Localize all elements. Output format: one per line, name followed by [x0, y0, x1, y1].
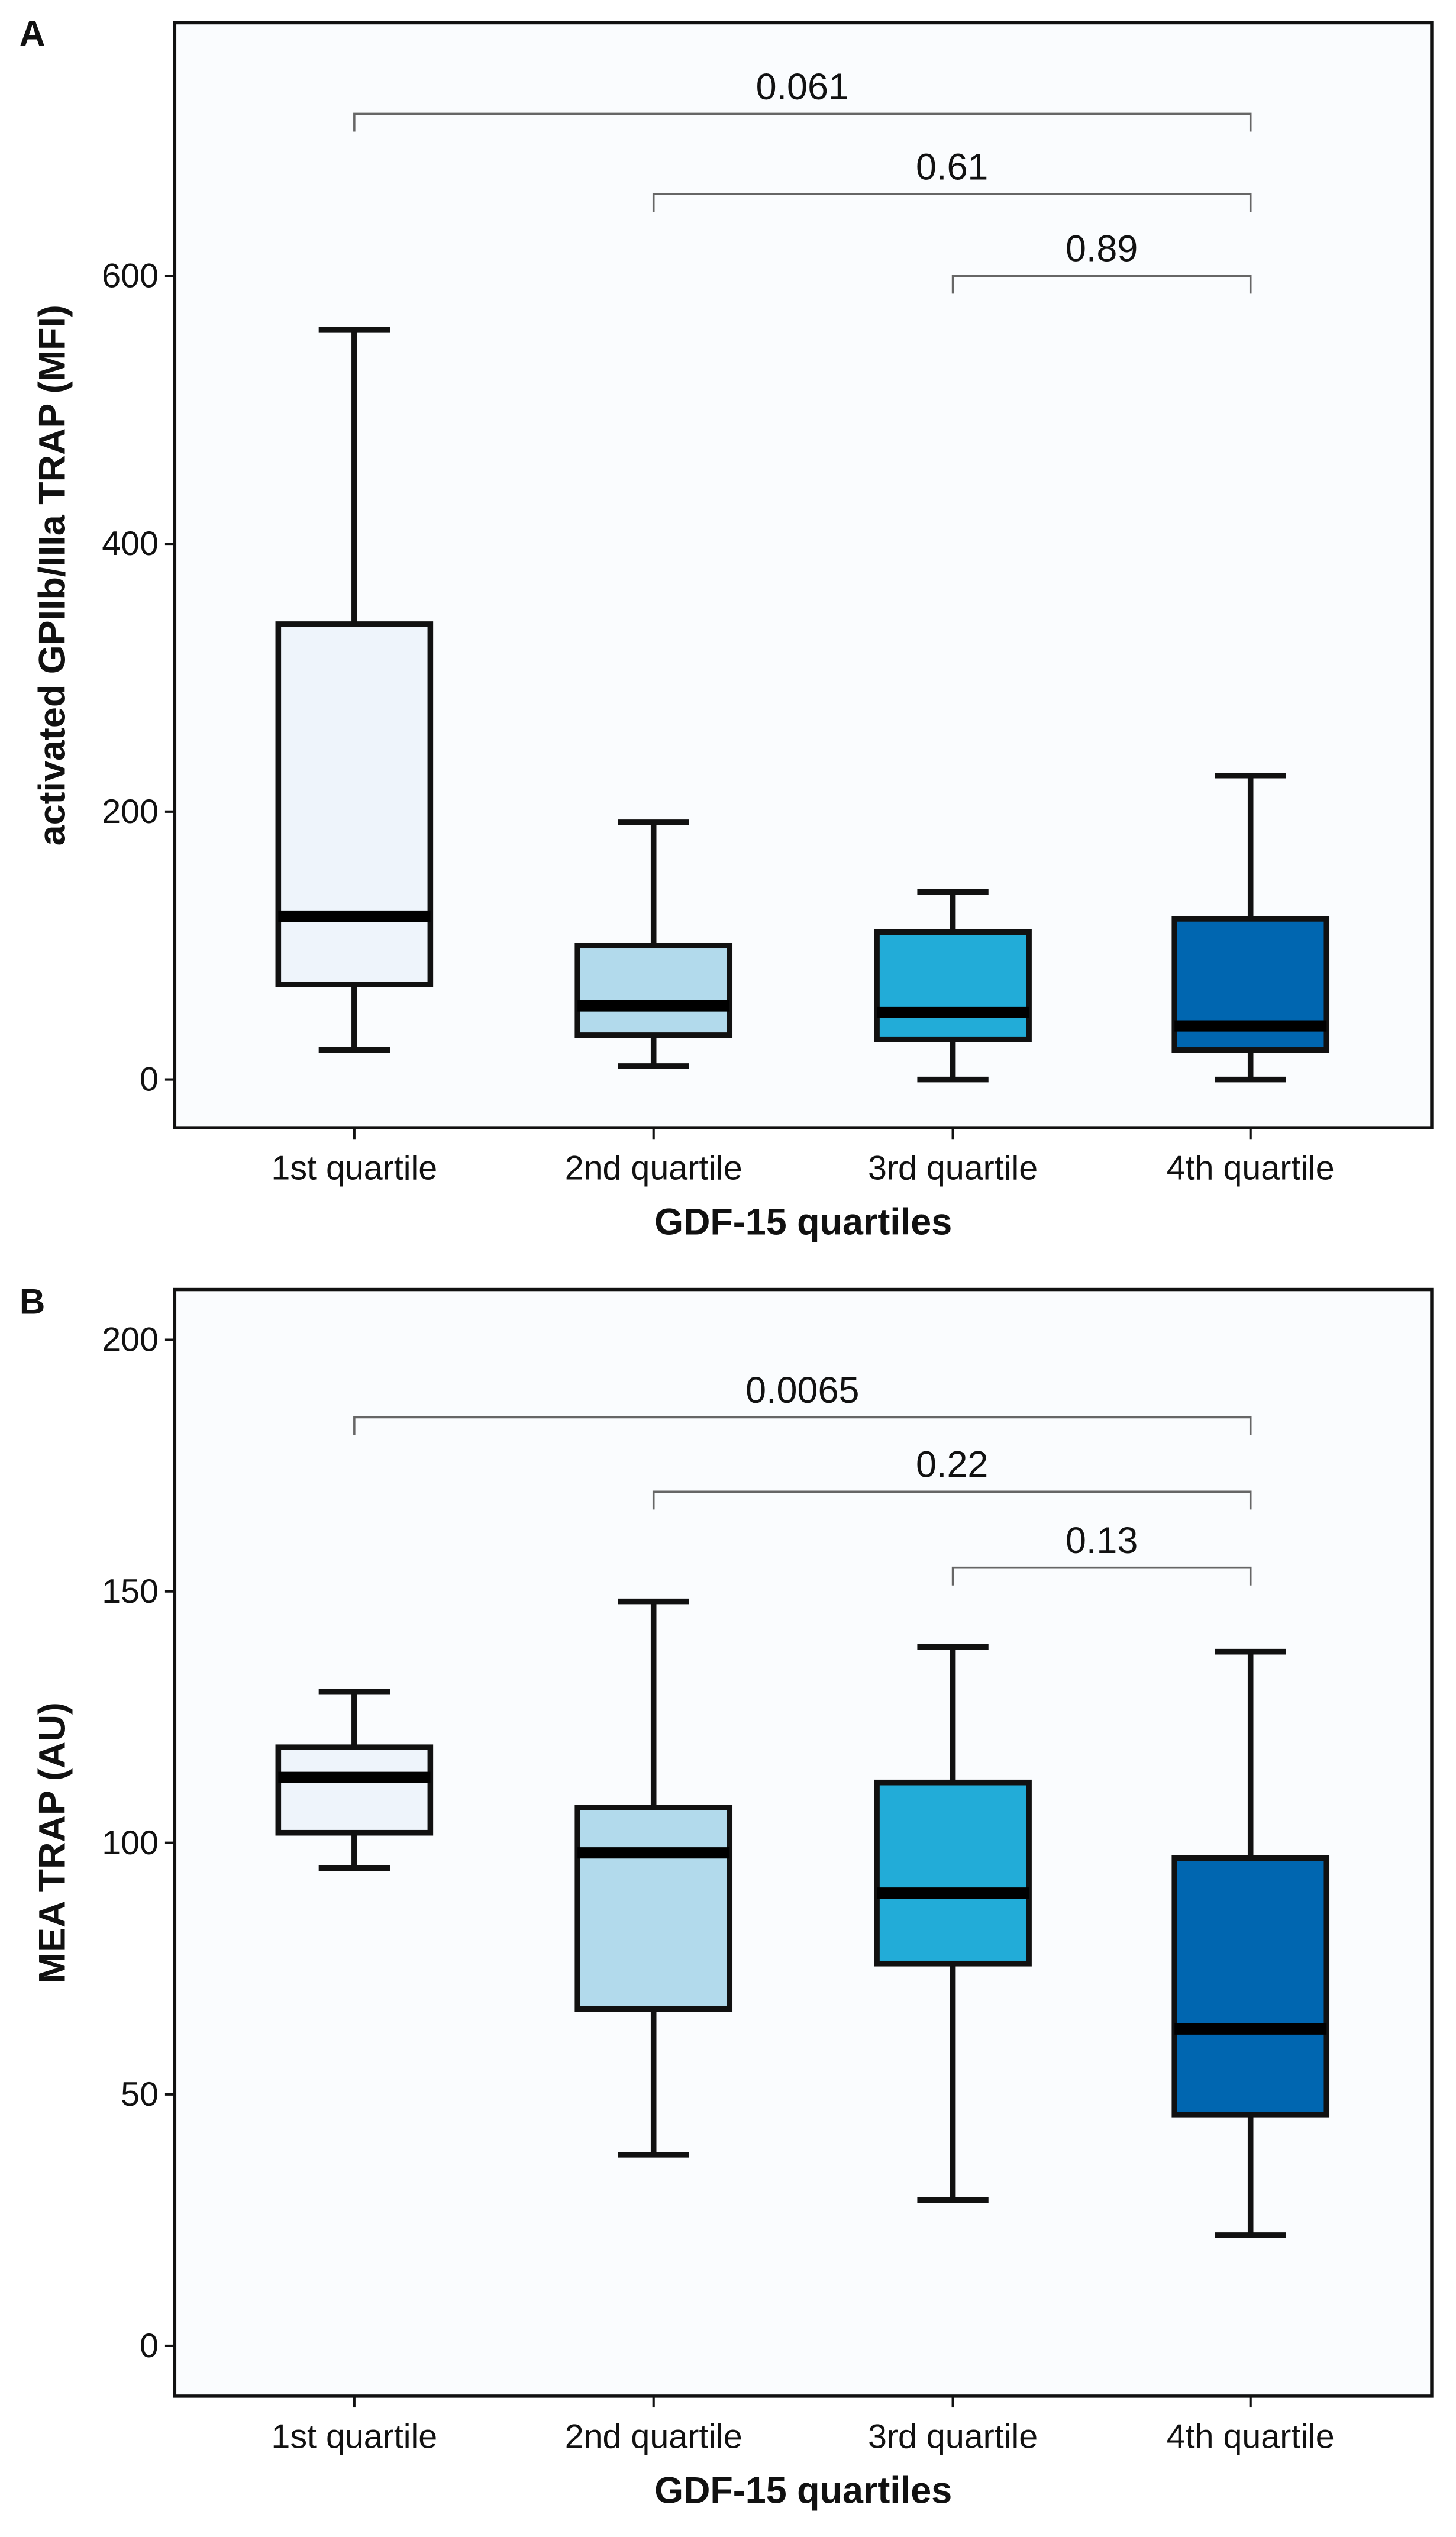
box-3 [874, 1644, 1032, 2203]
box-4 [1171, 1648, 1330, 2238]
iqr-box [874, 1779, 1032, 1967]
y-tick-label: 200 [102, 793, 159, 831]
y-tick-label: 0 [140, 1061, 159, 1099]
box-2 [574, 1598, 733, 2158]
iqr-box [874, 929, 1032, 1042]
y-tick-label: 150 [102, 1573, 159, 1610]
box-2 [574, 819, 733, 1069]
p-value-label: 0.22 [916, 1444, 988, 1486]
y-axis-title: MEA TRAP (AU) [31, 1702, 73, 1983]
y-tick-label: 100 [102, 1824, 159, 1862]
iqr-box [275, 621, 434, 987]
p-value-label: 0.61 [916, 147, 988, 188]
p-value-label: 0.89 [1066, 228, 1138, 270]
y-tick-label: 200 [102, 1321, 159, 1359]
significance-bracket [652, 1490, 1252, 1510]
significance-bracket [353, 1416, 1252, 1435]
x-tick-label: 2nd quartile [565, 2417, 742, 2455]
significance-bracket [951, 1566, 1252, 1586]
panel-label: B [20, 1282, 45, 1322]
panel-b: B 0 50 100 150 200 1st quartile 2nd quartile 3rd… [20, 1282, 1434, 2511]
x-tick-label: 2nd quartile [565, 1150, 742, 1187]
box-1 [275, 1689, 434, 1871]
x-tick-label: 3rd quartile [868, 1150, 1038, 1187]
y-axis-title: activated GPIIb/IIIa TRAP (MFI) [31, 305, 73, 845]
p-value-label: 0.13 [1066, 1520, 1138, 1561]
y-tick-label: 0 [140, 2327, 159, 2365]
box-1 [275, 327, 434, 1053]
significance-bracket [652, 193, 1252, 212]
iqr-box [275, 1744, 434, 1836]
panel-a: A 0 200 400 600 1st quartile 2nd quartile 3rd q… [20, 14, 1434, 1243]
y-tick-label: 600 [102, 257, 159, 295]
iqr-box [574, 1805, 733, 2012]
y-tick-label: 400 [102, 525, 159, 563]
iqr-box [1171, 1855, 1330, 2118]
iqr-box [574, 943, 733, 1038]
box-4 [1171, 772, 1330, 1083]
p-value-label: 0.0065 [745, 1370, 859, 1411]
box-3 [874, 889, 1032, 1083]
y-tick-label: 50 [121, 2076, 159, 2113]
x-tick-label: 1st quartile [271, 2417, 437, 2455]
x-tick-label: 4th quartile [1167, 1150, 1335, 1187]
panel-label: A [20, 14, 45, 53]
x-axis-title: GDF-15 quartiles [654, 1202, 952, 1243]
x-axis-title: GDF-15 quartiles [654, 2470, 952, 2511]
x-tick-label: 3rd quartile [868, 2417, 1038, 2455]
x-tick-label: 4th quartile [1167, 2417, 1335, 2455]
significance-bracket [353, 112, 1252, 132]
plot-area [173, 1287, 1434, 2398]
significance-bracket [951, 275, 1252, 294]
p-value-label: 0.061 [756, 66, 849, 108]
x-tick-label: 1st quartile [271, 1150, 437, 1187]
